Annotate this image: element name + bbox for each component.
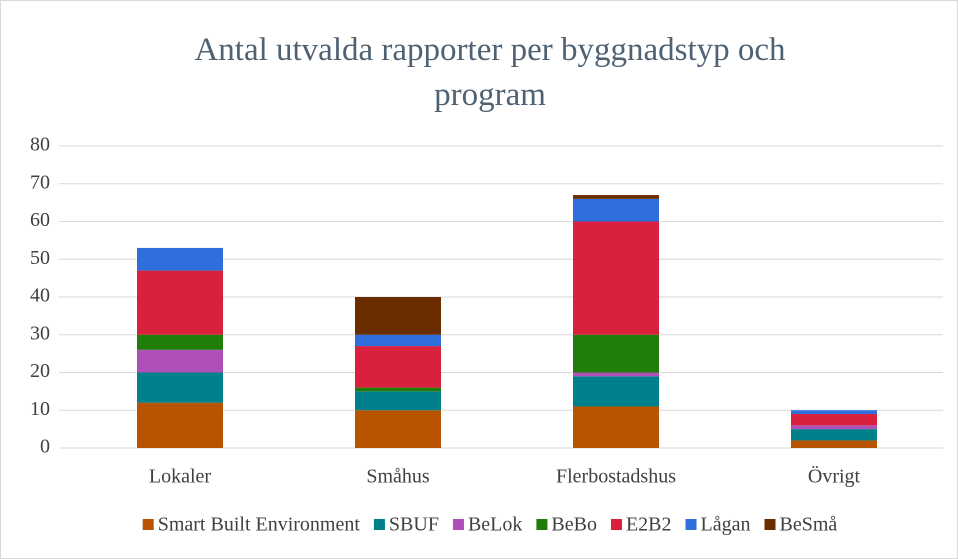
legend-swatch — [142, 519, 154, 530]
legend-swatch — [610, 519, 622, 530]
bar-segment — [573, 334, 659, 373]
legend-label: SBUF — [389, 514, 439, 536]
bar-segment — [791, 410, 877, 415]
bar-segment — [137, 349, 223, 373]
bar-segment — [137, 247, 223, 271]
y-tick-label: 50 — [30, 247, 50, 269]
x-tick-label: Småhus — [366, 466, 430, 488]
y-tick-label: 70 — [30, 171, 50, 193]
bar-segment — [573, 406, 659, 448]
legend: Smart Built Environment SBUF BeLok BeBo E2B2… — [142, 514, 838, 536]
legend-label: BeSmå — [780, 514, 838, 536]
y-tick-label: 10 — [30, 398, 50, 420]
title-line: Antal utvalda rapporter per byggnadstyp … — [194, 32, 786, 68]
legend-swatch — [685, 519, 697, 530]
y-tick-label: 80 — [30, 134, 50, 156]
title-line: program — [434, 77, 546, 113]
legend-label: BeLok — [468, 514, 522, 536]
bar-segment — [355, 334, 441, 347]
bar-segment — [137, 372, 223, 403]
legend-swatch — [452, 519, 464, 530]
bar-segment — [355, 346, 441, 388]
bar-segment — [791, 414, 877, 426]
bar-segment — [573, 372, 659, 377]
chart-title: Antal utvalda rapporter per byggnadstyp … — [194, 32, 786, 113]
legend-swatch — [373, 519, 385, 530]
y-tick-label: 20 — [30, 360, 50, 382]
legend-label: E2B2 — [626, 514, 672, 536]
bar-segment — [137, 402, 223, 448]
bar-segment — [355, 387, 441, 392]
bar-segment — [791, 425, 877, 430]
bar-segment — [573, 198, 659, 222]
bar-segment — [791, 440, 877, 448]
bar-segment — [355, 391, 441, 411]
legend-label: Smart Built Environment — [158, 514, 361, 536]
x-tick-label: Flerbostadshus — [556, 466, 676, 488]
legend-label: BeBo — [551, 514, 597, 536]
legend-swatch — [764, 519, 776, 530]
legend-label: Lågan — [701, 514, 751, 536]
bar-segment — [137, 270, 223, 335]
y-tick-label: 30 — [30, 322, 50, 344]
legend-swatch — [536, 519, 548, 530]
bar-segment — [573, 221, 659, 335]
y-tick-label: 0 — [40, 436, 50, 458]
bar-segment — [355, 297, 441, 335]
bar-segment — [573, 376, 659, 407]
bar-segment — [573, 195, 659, 199]
x-tick-label: Övrigt — [808, 465, 861, 488]
y-tick-label: 60 — [30, 209, 50, 231]
bar-segment — [137, 334, 223, 350]
x-tick-label: Lokaler — [149, 466, 212, 488]
y-tick-label: 40 — [30, 285, 50, 307]
bar-segment — [791, 429, 877, 441]
bar-segment — [355, 410, 441, 448]
